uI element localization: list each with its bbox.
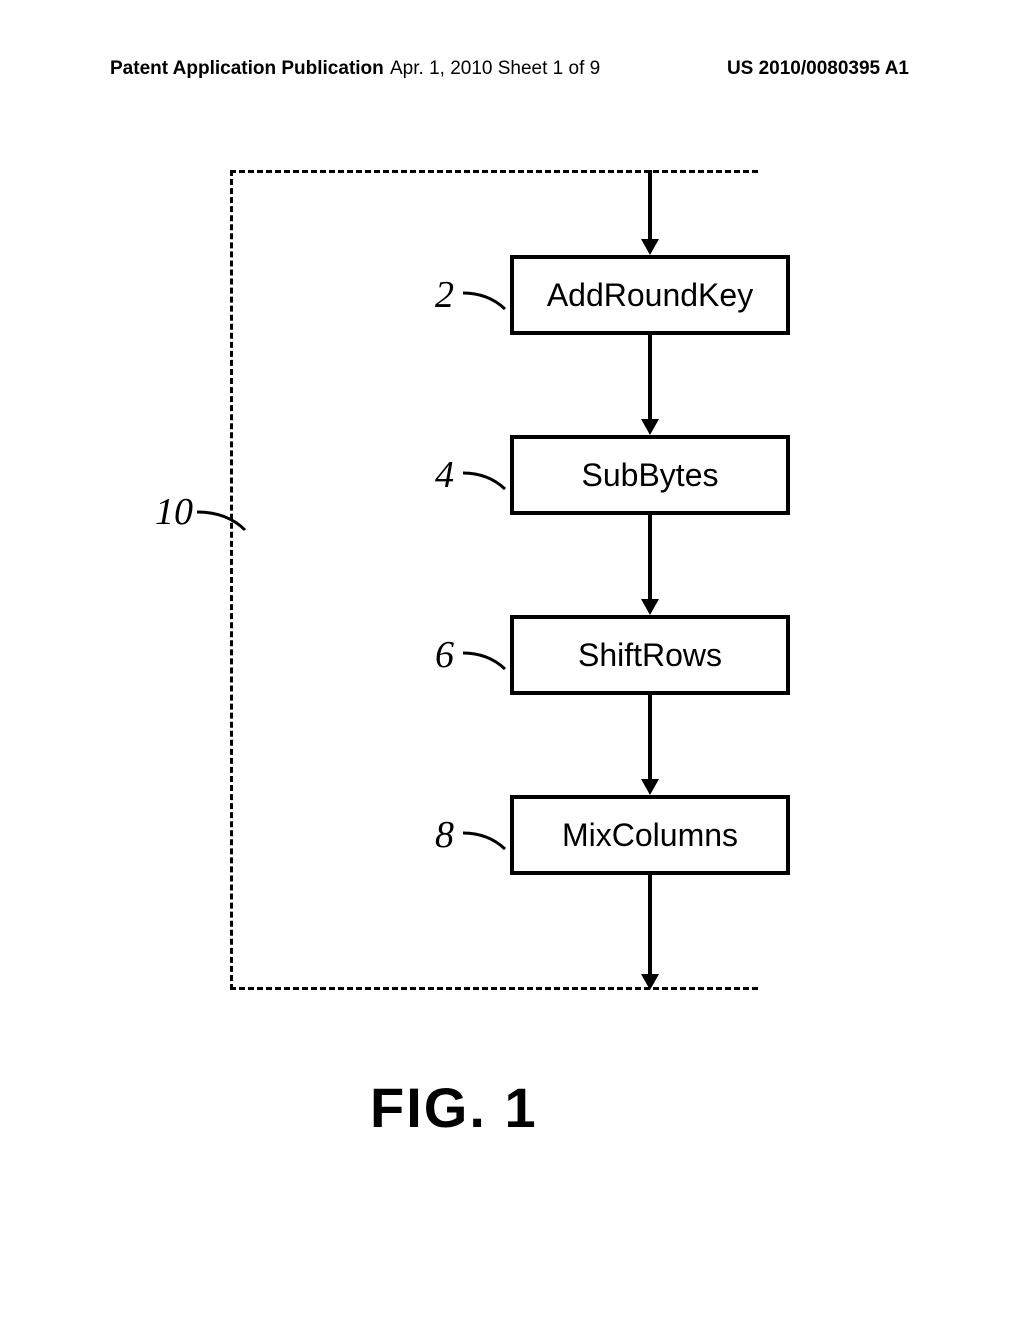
arrow-line xyxy=(648,875,652,976)
leader-line xyxy=(463,465,513,495)
arrow-line xyxy=(648,515,652,601)
node-label: SubBytes xyxy=(582,457,719,494)
node-ref-label: 4 xyxy=(435,453,454,497)
flowchart-node: ShiftRows xyxy=(510,615,790,695)
figure-label: FIG. 1 xyxy=(370,1075,538,1140)
leader-line-container xyxy=(197,500,257,540)
flowchart-node: MixColumns xyxy=(510,795,790,875)
node-label: AddRoundKey xyxy=(547,277,753,314)
node-ref-label: 6 xyxy=(435,633,454,677)
flowchart-node: SubBytes xyxy=(510,435,790,515)
arrow-head-icon xyxy=(641,599,659,615)
arrow-head-icon xyxy=(641,239,659,255)
leader-line xyxy=(463,645,513,675)
flowchart-diagram: 10 AddRoundKey 2 SubBytes 4 ShiftRows 6 … xyxy=(0,0,1024,1320)
arrow-line xyxy=(648,170,652,241)
node-label: MixColumns xyxy=(562,817,738,854)
arrow-head-icon xyxy=(641,779,659,795)
flowchart-node: AddRoundKey xyxy=(510,255,790,335)
arrow-head-icon xyxy=(641,419,659,435)
node-ref-label: 2 xyxy=(435,273,454,317)
node-label: ShiftRows xyxy=(578,637,722,674)
node-ref-label: 8 xyxy=(435,813,454,857)
arrow-head-icon xyxy=(641,974,659,990)
container-ref-label: 10 xyxy=(155,490,193,534)
leader-line xyxy=(463,285,513,315)
arrow-line xyxy=(648,695,652,781)
arrow-line xyxy=(648,335,652,421)
leader-line xyxy=(463,825,513,855)
